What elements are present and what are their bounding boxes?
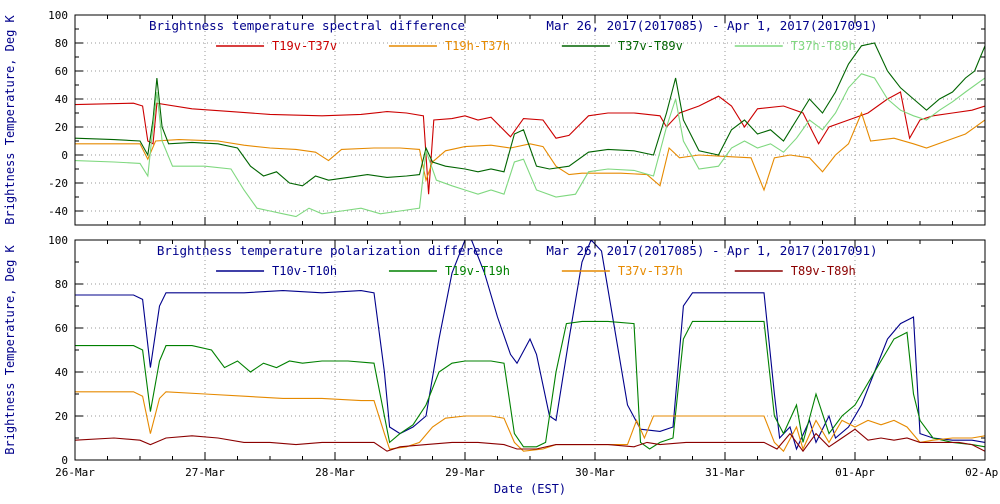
x-tick-label: 01-Apr [835, 466, 875, 479]
y-tick-label: -20 [48, 177, 68, 190]
series-line-T19h-T37h [75, 111, 985, 192]
x-axis-label: Date (EST) [494, 482, 566, 496]
y-tick-label: 40 [55, 366, 68, 379]
panel-title: Brightness temperature polarization diff… [157, 243, 503, 258]
series-line-T89v-T89h [75, 428, 985, 453]
legend-label-T10v-T10h: T10v-T10h [272, 264, 337, 278]
legend-label-T37v-T37h: T37v-T37h [618, 264, 683, 278]
y-tick-label: 0 [61, 149, 68, 162]
y-tick-label: -40 [48, 205, 68, 218]
x-tick-label: 26-Mar [55, 466, 95, 479]
y-tick-label: 60 [55, 322, 68, 335]
y-tick-label: 100 [48, 9, 68, 22]
y-axis-label: Brightness Temperature, Deg K [3, 14, 17, 224]
panel-title-daterange: Mar 26, 2017(2017085) - Apr 1, 2017(2017… [546, 243, 877, 258]
y-tick-label: 0 [61, 454, 68, 467]
series-line-T19v-T37v [75, 91, 985, 195]
panel-title-daterange: Mar 26, 2017(2017085) - Apr 1, 2017(2017… [546, 18, 877, 33]
y-axis-label: Brightness Temperature, Deg K [3, 244, 17, 454]
legend-label-T19v-T19h: T19v-T19h [445, 264, 510, 278]
y-tick-label: 80 [55, 37, 68, 50]
series-line-T10v-T10h [75, 240, 985, 451]
series-line-T37v-T37h [75, 391, 985, 453]
legend-label-T19h-T37h: T19h-T37h [445, 39, 510, 53]
series-line-T37v-T89v [75, 42, 985, 187]
y-tick-label: 20 [55, 410, 68, 423]
y-tick-label: 80 [55, 278, 68, 291]
y-tick-label: 60 [55, 65, 68, 78]
y-tick-label: 20 [55, 121, 68, 134]
x-tick-label: 27-Mar [185, 466, 225, 479]
x-tick-label: 30-Mar [575, 466, 615, 479]
x-tick-label: 02-Apr [965, 466, 1000, 479]
series-line-T37h-T89h [75, 73, 985, 218]
legend-label-T89v-T89h: T89v-T89h [791, 264, 856, 278]
x-tick-label: 31-Mar [705, 466, 745, 479]
series-line-T19v-T19h [75, 320, 985, 450]
legend-label-T19v-T37v: T19v-T37v [272, 39, 337, 53]
x-tick-label: 28-Mar [315, 466, 355, 479]
legend-label-T37h-T89h: T37h-T89h [791, 39, 856, 53]
panel-title: Brightness temperature spectral differen… [149, 18, 465, 33]
y-tick-label: 100 [48, 234, 68, 247]
x-tick-label: 29-Mar [445, 466, 485, 479]
legend-label-T37v-T89v: T37v-T89v [618, 39, 683, 53]
y-tick-label: 40 [55, 93, 68, 106]
